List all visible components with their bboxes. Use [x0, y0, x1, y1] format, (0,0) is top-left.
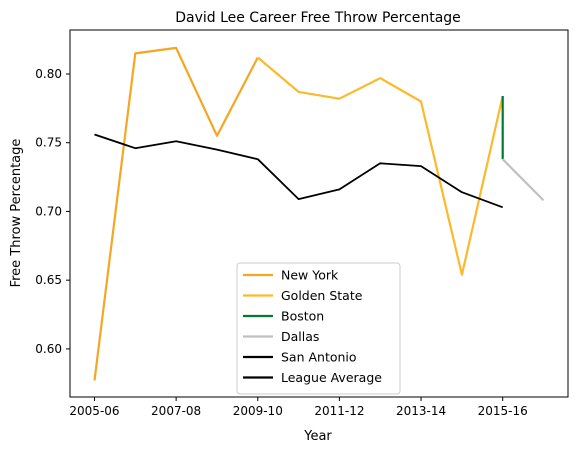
x-tick-label: 2009-10: [233, 404, 283, 418]
series-line-golden-state: [257, 56, 504, 276]
series-layer: [93, 46, 545, 381]
legend-label-golden-state: Golden State: [281, 288, 363, 303]
x-tick-label: 2015-16: [478, 404, 528, 418]
series-line-dallas: [501, 158, 545, 202]
legend-box: [236, 262, 401, 395]
legend-label-dallas: Dallas: [281, 329, 319, 344]
y-tick-label: 0.80: [35, 67, 62, 81]
y-tick-label: 0.60: [35, 342, 62, 356]
x-tick-label: 2007-08: [151, 404, 201, 418]
axes-layer: 2005-06 2007-08 2009-10 2011-12 2013-14 2015-…: [35, 67, 527, 418]
y-axis-label: Free Throw Percentage: [9, 139, 24, 288]
legend: New York Golden State Boston Dallas San Anto…: [236, 262, 401, 395]
y-tick-label: 0.70: [35, 204, 62, 218]
legend-label-san-antonio: San Antonio: [281, 350, 357, 365]
series-line-league-average: [94, 133, 504, 209]
chart-title: David Lee Career Free Throw Percentage: [175, 10, 461, 26]
x-tick-label: 2005-06: [69, 404, 119, 418]
legend-label-new-york: New York: [281, 268, 339, 283]
series-line-new-york: [93, 46, 259, 381]
y-tick-label: 0.65: [35, 273, 62, 287]
x-tick-label: 2013-14: [396, 404, 446, 418]
y-tick-label: 0.75: [35, 136, 62, 150]
plot-frame: [69, 29, 569, 398]
x-tick-label: 2011-12: [314, 404, 364, 418]
legend-label-league-average: League Average: [281, 370, 382, 385]
legend-label-boston: Boston: [281, 309, 324, 324]
x-axis-label: Year: [303, 429, 332, 444]
